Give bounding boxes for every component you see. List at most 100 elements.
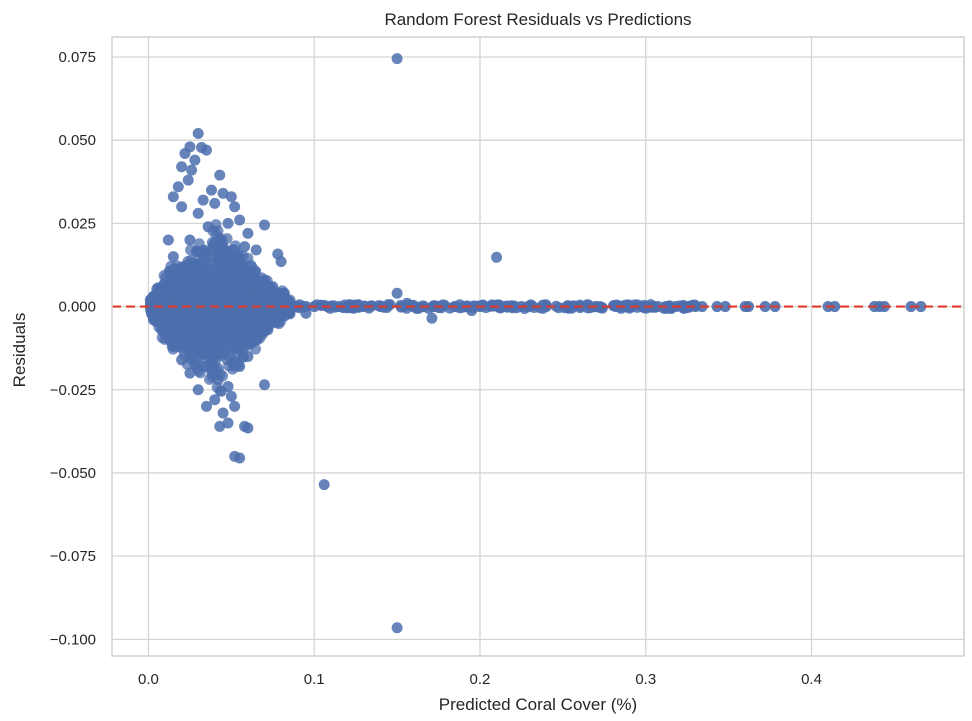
y-tick-label: 0.000: [58, 299, 96, 316]
scatter-point: [210, 363, 222, 375]
x-tick-label: 0.0: [138, 671, 159, 688]
scatter-point: [217, 407, 229, 419]
scatter-point: [159, 314, 171, 326]
scatter-point: [391, 53, 403, 65]
scatter-point: [316, 299, 328, 311]
scatter-point: [192, 207, 204, 219]
scatter-point: [223, 360, 235, 372]
scatter-point: [611, 299, 623, 311]
scatter-point: [242, 227, 254, 239]
scatter-point: [283, 307, 295, 319]
scatter-point: [259, 379, 270, 391]
y-tick-label: −0.100: [50, 631, 96, 648]
scatter-point: [245, 288, 257, 300]
scatter-point: [233, 314, 245, 326]
x-axis-label: Predicted Coral Cover (%): [439, 695, 637, 714]
scatter-point: [187, 335, 199, 347]
scatter-point: [568, 300, 580, 312]
scatter-point: [197, 322, 209, 334]
scatter-point: [213, 340, 225, 352]
scatter-point: [259, 219, 270, 231]
scatter-point: [261, 306, 273, 318]
scatter-point: [477, 299, 489, 311]
scatter-point: [201, 349, 213, 361]
scatter-point: [205, 184, 217, 196]
x-tick-label: 0.3: [635, 671, 656, 688]
scatter-point: [231, 269, 243, 281]
scatter-point: [664, 302, 676, 314]
scatter-point: [239, 241, 251, 253]
scatter-point: [217, 187, 229, 199]
scatter-point: [185, 315, 197, 327]
scatter-point: [242, 252, 254, 264]
scatter-point: [250, 334, 262, 346]
scatter-point: [176, 354, 188, 366]
scatter-point: [198, 264, 210, 276]
scatter-point: [159, 277, 171, 289]
scatter-point: [719, 301, 731, 313]
scatter-point: [216, 267, 228, 279]
scatter-point: [234, 452, 246, 464]
scatter-point: [200, 400, 212, 412]
scatter-point: [249, 343, 261, 355]
scatter-point: [212, 374, 224, 386]
scatter-point: [259, 274, 270, 286]
scatter-point: [234, 323, 246, 335]
scatter-point: [212, 254, 224, 266]
scatter-point: [209, 197, 221, 209]
scatter-point: [391, 622, 403, 634]
scatter-point: [759, 301, 771, 313]
scatter-point: [224, 257, 236, 269]
scatter-point: [229, 201, 241, 213]
scatter-point: [300, 307, 312, 319]
scatter-point: [200, 360, 212, 372]
scatter-point: [162, 234, 174, 246]
scatter-point: [172, 181, 184, 193]
scatter-point: [262, 324, 274, 336]
scatter-point: [195, 313, 207, 325]
scatter-point: [182, 174, 194, 186]
scatter-point: [250, 244, 262, 256]
scatter-point: [184, 367, 196, 379]
scatter-point: [179, 261, 191, 273]
scatter-point: [184, 234, 196, 246]
scatter-point: [213, 325, 225, 337]
scatter-point: [466, 305, 478, 317]
scatter-point: [239, 420, 251, 432]
y-tick-label: 0.050: [58, 132, 96, 149]
scatter-point: [176, 161, 188, 173]
scatter-point: [197, 194, 209, 206]
scatter-point: [236, 291, 248, 303]
scatter-point: [391, 287, 403, 299]
scatter-point: [229, 400, 241, 412]
scatter-point: [245, 267, 257, 279]
scatter-point: [222, 217, 234, 229]
scatter-point: [189, 154, 201, 166]
scatter-point: [192, 128, 204, 140]
scatter-point: [915, 301, 927, 313]
x-tick-label: 0.1: [304, 671, 325, 688]
scatter-point: [189, 288, 201, 300]
scatter-point: [491, 251, 503, 263]
chart-title: Random Forest Residuals vs Predictions: [384, 10, 691, 29]
scatter-point: [275, 256, 287, 268]
scatter-point: [679, 302, 691, 314]
scatter-point: [159, 327, 171, 339]
scatter-point: [221, 314, 233, 326]
scatter-point: [209, 394, 221, 406]
plot-frame: [111, 36, 965, 657]
scatter-point: [171, 260, 183, 272]
scatter-point: [167, 191, 179, 203]
scatter-point: [584, 302, 596, 314]
scatter-point: [217, 241, 229, 253]
scatter-point: [553, 302, 565, 314]
scatter-point: [329, 301, 341, 313]
scatter-point: [214, 169, 226, 181]
scatter-point: [242, 350, 254, 362]
x-tick-label: 0.4: [801, 671, 822, 688]
scatter-point: [272, 314, 284, 326]
scatter-point: [186, 164, 198, 176]
scatter-point: [278, 287, 290, 299]
